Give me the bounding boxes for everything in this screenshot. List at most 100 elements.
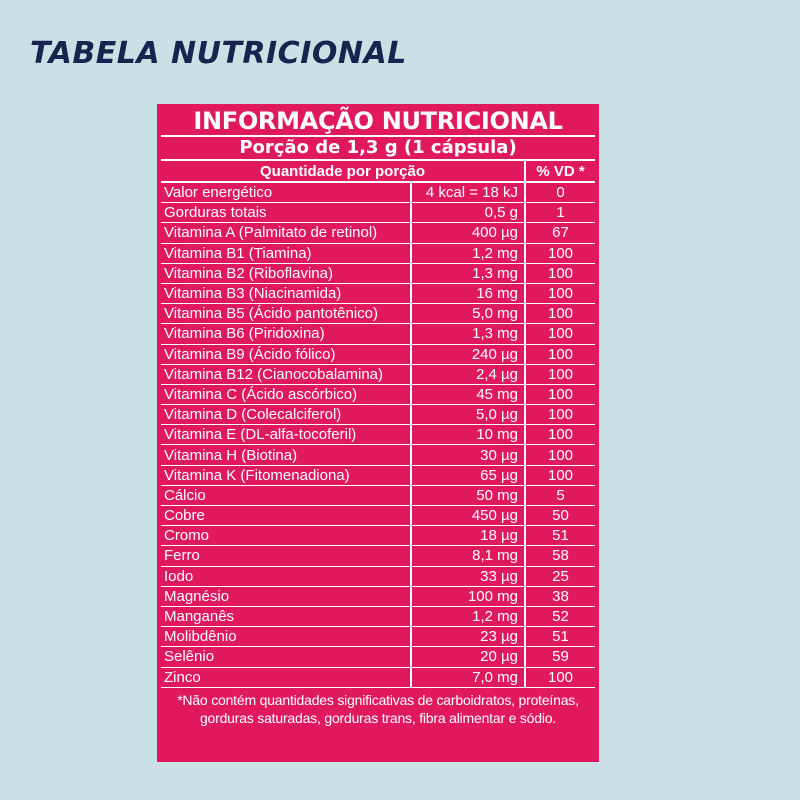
nutrient-daily-value: 100 (524, 303, 595, 325)
nutrient-amount: 1,3 mg (409, 263, 526, 284)
nutrient-name: Cobre (161, 505, 411, 527)
table-row: Vitamina C (Ácido ascórbico) 45 mg 100 (161, 384, 595, 406)
footnote: *Não contém quantidades significativas d… (177, 691, 579, 726)
nutrient-name: Vitamina E (DL-alfa-tocoferil) (161, 424, 411, 446)
table-row: Vitamina B12 (Cianocobalamina) 2,4 µg 100 (161, 364, 595, 385)
table-row: Vitamina B1 (Tiamina) 1,2 mg 100 (161, 243, 595, 264)
nutrient-amount: 8,1 mg (409, 545, 526, 567)
nutrient-name: Vitamina K (Fitomenadiona) (161, 465, 411, 486)
nutrient-name: Vitamina C (Ácido ascórbico) (161, 384, 411, 406)
nutrition-facts-panel: INFORMAÇÃO NUTRICIONAL Porção de 1,3 g (… (157, 104, 599, 762)
nutrient-amount: 20 µg (409, 646, 526, 668)
nutrient-name: Gorduras totais (161, 202, 411, 224)
nutrient-daily-value: 100 (524, 263, 595, 284)
column-header-daily-value: % VD * (524, 161, 595, 183)
nutrient-amount: 65 µg (409, 465, 526, 486)
column-header-quantity: Quantidade por porção (161, 161, 526, 183)
nutrient-daily-value: 5 (524, 485, 595, 507)
nutrient-amount: 1,2 mg (409, 243, 526, 264)
nutrient-name: Vitamina A (Palmitato de retinol) (161, 222, 411, 244)
table-row: Vitamina B6 (Piridoxina) 1,3 mg 100 (161, 323, 595, 345)
nutrient-daily-value: 1 (524, 202, 595, 224)
table-row: Vitamina A (Palmitato de retinol) 400 µg 6… (161, 222, 595, 244)
nutrient-daily-value: 52 (524, 606, 595, 628)
nutrient-amount: 45 mg (409, 384, 526, 406)
nutrient-daily-value: 38 (524, 586, 595, 607)
nutrient-daily-value: 100 (524, 323, 595, 345)
nutrient-daily-value: 100 (524, 465, 595, 486)
nutrient-name: Valor energético (161, 182, 411, 204)
nutrient-name: Cromo (161, 525, 411, 547)
nutrient-daily-value: 51 (524, 626, 595, 648)
table-row: Vitamina H (Biotina) 30 µg 100 (161, 444, 595, 466)
nutrient-amount: 23 µg (409, 626, 526, 648)
nutrient-name: Vitamina B3 (Niacinamida) (161, 283, 411, 305)
nutrient-name: Iodo (161, 566, 411, 587)
nutrient-daily-value: 58 (524, 545, 595, 567)
table-row: Cromo 18 µg 51 (161, 525, 595, 547)
nutrient-amount: 400 µg (409, 222, 526, 244)
nutrient-daily-value: 50 (524, 505, 595, 527)
nutrient-amount: 450 µg (409, 505, 526, 527)
table-row: Magnésio 100 mg 38 (161, 586, 595, 607)
nutrient-name: Vitamina B5 (Ácido pantotênico) (161, 303, 411, 325)
nutrient-name: Manganês (161, 606, 411, 628)
nutrient-amount: 33 µg (409, 566, 526, 587)
nutrient-name: Vitamina D (Colecalciferol) (161, 404, 411, 426)
table-row: Vitamina E (DL-alfa-tocoferil) 10 mg 100 (161, 424, 595, 446)
nutrient-amount: 1,3 mg (409, 323, 526, 345)
table-row: Iodo 33 µg 25 (161, 566, 595, 587)
nutrition-table: Quantidade por porção % VD * Valor energ… (161, 161, 595, 688)
nutrient-amount: 5,0 µg (409, 404, 526, 426)
nutrient-amount: 100 mg (409, 586, 526, 607)
nutrient-name: Magnésio (161, 586, 411, 607)
table-row: Vitamina D (Colecalciferol) 5,0 µg 100 (161, 404, 595, 426)
nutrient-daily-value: 100 (524, 283, 595, 305)
nutrient-name: Cálcio (161, 485, 411, 507)
table-row: Vitamina B3 (Niacinamida) 16 mg 100 (161, 283, 595, 305)
table-row: Vitamina B9 (Ácido fólico) 240 µg 100 (161, 344, 595, 365)
nutrient-name: Vitamina B2 (Riboflavina) (161, 263, 411, 284)
table-header-row: Quantidade por porção % VD * (161, 161, 595, 183)
table-row: Manganês 1,2 mg 52 (161, 606, 595, 628)
nutrient-daily-value: 100 (524, 424, 595, 446)
table-row: Cobre 450 µg 50 (161, 505, 595, 527)
nutrient-daily-value: 51 (524, 525, 595, 547)
nutrient-amount: 240 µg (409, 344, 526, 365)
nutrient-amount: 0,5 g (409, 202, 526, 224)
table-row: Molibdênio 23 µg 51 (161, 626, 595, 648)
nutrient-daily-value: 100 (524, 404, 595, 426)
nutrient-amount: 50 mg (409, 485, 526, 507)
table-row: Vitamina K (Fitomenadiona) 65 µg 100 (161, 465, 595, 486)
nutrient-name: Vitamina H (Biotina) (161, 444, 411, 466)
nutrient-amount: 18 µg (409, 525, 526, 547)
nutrient-amount: 5,0 mg (409, 303, 526, 325)
nutrient-amount: 16 mg (409, 283, 526, 305)
nutrient-amount: 1,2 mg (409, 606, 526, 628)
nutrient-name: Vitamina B12 (Cianocobalamina) (161, 364, 411, 385)
nutrient-daily-value: 100 (524, 444, 595, 466)
nutrient-daily-value: 59 (524, 646, 595, 668)
nutrient-name: Ferro (161, 545, 411, 567)
nutrient-name: Zinco (161, 667, 411, 688)
nutrient-daily-value: 0 (524, 182, 595, 204)
portion-size: Porção de 1,3 g (1 cápsula) (161, 137, 595, 161)
nutrient-daily-value: 100 (524, 667, 595, 688)
nutrient-name: Vitamina B9 (Ácido fólico) (161, 344, 411, 365)
table-row: Ferro 8,1 mg 58 (161, 545, 595, 567)
nutrient-amount: 30 µg (409, 444, 526, 466)
nutrient-name: Vitamina B6 (Piridoxina) (161, 323, 411, 345)
nutrition-rows: Valor energético 4 kcal = 18 kJ 0 Gorduras … (161, 182, 595, 688)
nutrient-daily-value: 67 (524, 222, 595, 244)
table-row: Selênio 20 µg 59 (161, 646, 595, 668)
nutrient-amount: 4 kcal = 18 kJ (409, 182, 526, 204)
nutrient-amount: 2,4 µg (409, 364, 526, 385)
nutrition-heading: INFORMAÇÃO NUTRICIONAL (161, 107, 595, 137)
nutrient-name: Selênio (161, 646, 411, 668)
nutrient-name: Vitamina B1 (Tiamina) (161, 243, 411, 264)
nutrient-daily-value: 25 (524, 566, 595, 587)
table-row: Vitamina B2 (Riboflavina) 1,3 mg 100 (161, 263, 595, 284)
nutrient-daily-value: 100 (524, 243, 595, 264)
table-row: Cálcio 50 mg 5 (161, 485, 595, 507)
